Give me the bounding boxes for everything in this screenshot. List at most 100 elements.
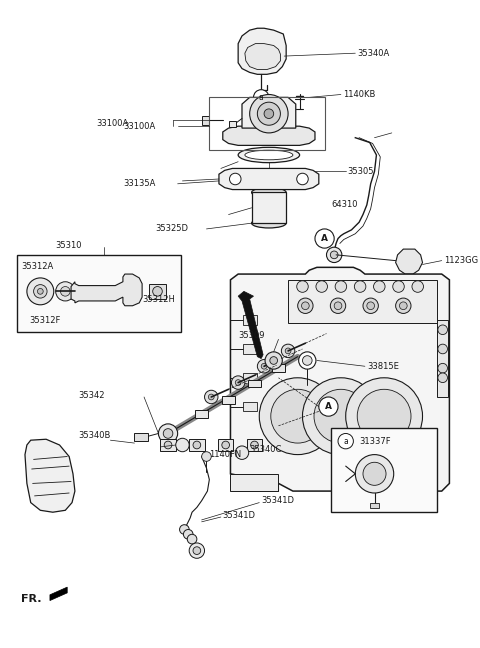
Circle shape (176, 438, 189, 452)
Circle shape (264, 109, 274, 119)
Text: 35312F: 35312F (29, 316, 60, 325)
Circle shape (56, 282, 75, 301)
Bar (149, 284, 166, 299)
Polygon shape (50, 587, 67, 601)
Circle shape (187, 535, 197, 544)
Polygon shape (242, 97, 296, 128)
Bar (243, 316, 257, 325)
Ellipse shape (252, 218, 286, 228)
Circle shape (363, 462, 386, 485)
Circle shape (298, 298, 313, 314)
Text: 35341D: 35341D (261, 496, 294, 505)
Circle shape (355, 455, 394, 493)
Circle shape (438, 325, 447, 334)
Circle shape (330, 251, 338, 259)
Text: 64310: 64310 (331, 200, 358, 209)
Circle shape (281, 344, 295, 358)
Polygon shape (396, 249, 422, 274)
Circle shape (367, 302, 374, 310)
Bar (331, 428, 437, 512)
Text: 35305: 35305 (348, 167, 374, 176)
Text: 33135A: 33135A (123, 179, 156, 189)
Polygon shape (219, 168, 319, 190)
Circle shape (438, 373, 447, 382)
Circle shape (193, 441, 201, 449)
Bar (437, 320, 448, 397)
Circle shape (259, 378, 336, 455)
Bar (134, 434, 148, 441)
Circle shape (202, 452, 211, 461)
Text: FR.: FR. (21, 594, 42, 604)
Circle shape (319, 397, 338, 416)
Text: 31337F: 31337F (359, 437, 391, 446)
Circle shape (299, 352, 316, 369)
Text: 35325D: 35325D (156, 224, 189, 233)
Circle shape (354, 281, 366, 292)
Text: 1123GG: 1123GG (444, 256, 478, 265)
Text: 35309: 35309 (238, 331, 264, 340)
Circle shape (438, 364, 447, 373)
Circle shape (396, 298, 411, 314)
Polygon shape (238, 292, 263, 358)
Circle shape (257, 360, 271, 373)
Circle shape (222, 441, 229, 449)
Circle shape (208, 394, 214, 400)
Circle shape (60, 286, 70, 296)
Circle shape (326, 247, 342, 262)
Bar (209, 97, 324, 150)
Bar (247, 439, 262, 451)
Text: 1140KB: 1140KB (343, 90, 375, 99)
Circle shape (231, 376, 245, 389)
Text: 35340A: 35340A (357, 49, 389, 58)
Ellipse shape (245, 150, 293, 160)
Bar (243, 344, 257, 354)
Circle shape (334, 302, 342, 310)
Circle shape (297, 173, 308, 185)
Polygon shape (25, 439, 75, 512)
Ellipse shape (238, 147, 300, 163)
Bar (195, 410, 208, 418)
Circle shape (37, 288, 43, 294)
Circle shape (251, 441, 258, 449)
Text: 33815E: 33815E (367, 362, 399, 371)
Text: A: A (321, 234, 328, 243)
Circle shape (265, 352, 282, 369)
Circle shape (302, 378, 379, 455)
Circle shape (164, 441, 172, 449)
Bar (17, 255, 180, 332)
Bar (218, 439, 233, 451)
Circle shape (34, 284, 47, 298)
Circle shape (357, 389, 411, 443)
Circle shape (393, 281, 404, 292)
Bar (228, 121, 236, 127)
Circle shape (271, 389, 324, 443)
Circle shape (153, 286, 162, 296)
Circle shape (270, 356, 277, 364)
Circle shape (346, 378, 422, 455)
Bar (252, 192, 286, 223)
Text: 35340B: 35340B (79, 431, 111, 440)
Circle shape (204, 390, 218, 404)
Text: 35312A: 35312A (21, 262, 53, 271)
Text: 33100A: 33100A (123, 122, 155, 131)
Text: 33100A: 33100A (96, 119, 128, 128)
Circle shape (27, 278, 54, 305)
Circle shape (158, 424, 178, 443)
Circle shape (438, 344, 447, 354)
Circle shape (180, 525, 189, 535)
Circle shape (163, 429, 173, 438)
Polygon shape (245, 43, 280, 69)
Text: A: A (325, 402, 332, 411)
Circle shape (302, 356, 312, 365)
Circle shape (363, 298, 378, 314)
Bar (222, 396, 235, 404)
Circle shape (338, 434, 353, 449)
Circle shape (412, 281, 423, 292)
Text: 35312H: 35312H (142, 295, 175, 303)
Text: a: a (343, 437, 348, 446)
Circle shape (257, 102, 280, 125)
Bar (272, 364, 285, 372)
Bar (160, 439, 176, 451)
Circle shape (297, 281, 308, 292)
Circle shape (316, 281, 327, 292)
